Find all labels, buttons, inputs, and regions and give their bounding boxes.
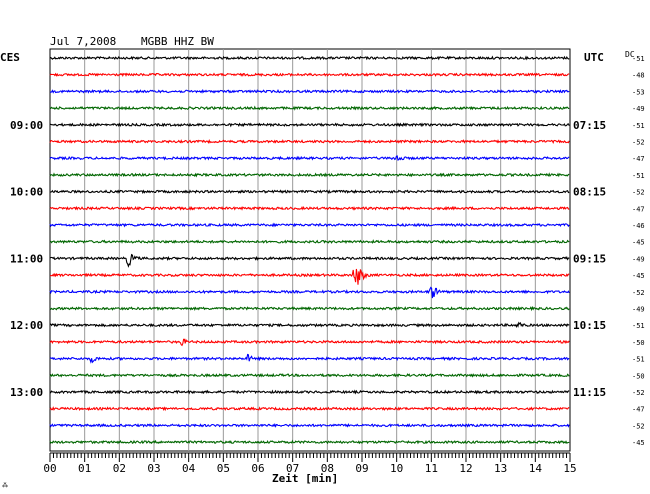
left-hour-label: 09:00 (10, 119, 43, 132)
seismogram-trace (49, 222, 570, 228)
dc-offset-label: -47 (632, 406, 645, 414)
x-tick-label: 14 (529, 462, 543, 475)
dc-offset-label: -52 (632, 422, 645, 430)
left-hour-label: 10:00 (10, 186, 43, 199)
dc-offset-label: -49 (632, 255, 645, 263)
dc-offset-label: -48 (632, 72, 645, 80)
dc-offset-label: -52 (632, 139, 645, 147)
corner-mark: ⁂ (2, 482, 8, 489)
x-tick-label: 07 (286, 462, 299, 475)
dc-offset-label: -52 (632, 289, 645, 297)
chart-station: MGBB HHZ BW (141, 35, 214, 48)
dc-label: DC (625, 50, 635, 59)
dc-offset-label: -47 (632, 205, 645, 213)
dc-offset-label: -49 (632, 306, 645, 314)
x-tick-label: 05 (217, 462, 230, 475)
seismogram-trace (49, 353, 570, 364)
seismogram-trace (49, 88, 570, 94)
x-tick-label: 12 (459, 462, 472, 475)
x-tick-label: 13 (494, 462, 507, 475)
right-hour-label: 07:15 (573, 119, 606, 132)
x-axis-title: Zeit [min] (272, 472, 338, 485)
x-tick-label: 15 (563, 462, 576, 475)
left-hour-label: 12:00 (10, 319, 43, 332)
right-hour-label: 11:15 (573, 386, 606, 399)
chart-date: Jul 7,2008 (50, 35, 116, 48)
seismogram-trace (49, 239, 570, 245)
seismogram-trace (49, 172, 570, 178)
seismogram-trace (49, 72, 570, 78)
dc-offset-label: -52 (632, 189, 645, 197)
x-tick-label: 00 (43, 462, 56, 475)
seismogram-traces (49, 55, 570, 445)
dc-offset-label: -52 (632, 389, 645, 397)
dc-offset-label: -49 (632, 105, 645, 113)
seismogram-trace (49, 305, 570, 312)
right-timezone-label: UTC (584, 51, 604, 64)
seismogram-trace (49, 268, 570, 285)
seismogram-trace (49, 389, 570, 395)
dc-offset-label: -51 (632, 55, 645, 63)
seismogram-trace (49, 406, 570, 412)
seismogram-trace (49, 338, 570, 347)
right-hour-label: 10:15 (573, 319, 606, 332)
x-tick-label: 03 (147, 462, 160, 475)
seismogram-trace (49, 155, 570, 161)
x-tick-label: 02 (113, 462, 126, 475)
dc-offset-label: -51 (632, 172, 645, 180)
left-hour-label: 13:00 (10, 386, 43, 399)
dc-offset-label: -50 (632, 372, 645, 380)
x-tick-label: 10 (390, 462, 403, 475)
dc-offset-label: -51 (632, 356, 645, 364)
dc-offset-label: -45 (632, 272, 645, 280)
dc-offset-label: -46 (632, 222, 645, 230)
dc-offset-label: -51 (632, 322, 645, 330)
x-tick-label: 06 (251, 462, 264, 475)
seismogram-trace (49, 122, 570, 128)
seismogram-trace (49, 372, 570, 378)
plot-frame (49, 48, 571, 452)
plot-grid (49, 48, 571, 462)
x-tick-label: 09 (355, 462, 368, 475)
seismogram-trace (49, 138, 570, 144)
seismogram-trace (49, 253, 570, 268)
dc-offset-label: -51 (632, 122, 645, 130)
right-hour-label: 09:15 (573, 252, 606, 265)
seismogram-trace (49, 286, 570, 299)
seismogram-trace (49, 423, 570, 428)
left-timezone-label: CES (0, 51, 20, 64)
right-hour-label: 08:15 (573, 186, 606, 199)
seismogram-trace (49, 439, 570, 445)
dc-offset-label: -47 (632, 155, 645, 163)
seismogram-trace (49, 105, 570, 111)
x-tick-label: 11 (425, 462, 438, 475)
dc-offset-label: -45 (632, 239, 645, 247)
dc-offset-label: -50 (632, 339, 645, 347)
dc-offset-label: -53 (632, 88, 645, 96)
seismogram-trace (49, 205, 570, 211)
dc-offset-label: -45 (632, 439, 645, 447)
x-tick-label: 04 (182, 462, 196, 475)
axis-labels: 00 01 02 03 04 05 06 07 08 09 10 11 12 13 14 15 09:00 10:… (10, 55, 645, 475)
x-tick-label: 08 (321, 462, 334, 475)
x-tick-label: 01 (78, 462, 91, 475)
left-hour-label: 11:00 (10, 252, 43, 265)
seismogram-trace (49, 321, 570, 328)
seismogram-trace (49, 189, 570, 195)
seismogram-trace (49, 55, 570, 61)
